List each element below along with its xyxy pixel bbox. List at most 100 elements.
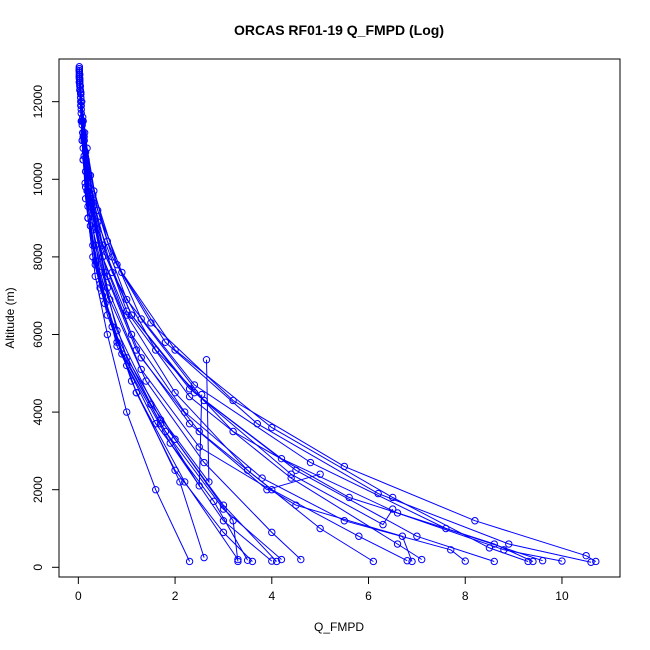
series-line — [78, 68, 495, 562]
series-line — [79, 80, 466, 562]
data-point — [181, 478, 189, 486]
data-point — [202, 356, 211, 364]
data-point — [524, 557, 532, 566]
x-tick-label: 10 — [555, 589, 569, 603]
series-line — [78, 70, 597, 562]
data-point — [529, 557, 537, 566]
data-point — [447, 546, 455, 554]
data-point — [166, 439, 174, 447]
data-point — [195, 443, 203, 451]
data-point — [108, 268, 116, 277]
data-point — [123, 361, 131, 370]
data-point — [490, 540, 498, 548]
data-point — [219, 528, 228, 537]
data-point — [195, 427, 203, 436]
data-point — [171, 435, 179, 443]
data-point — [393, 509, 402, 517]
x-axis-label: Q_FMPD — [314, 620, 364, 634]
data-point — [142, 377, 150, 385]
data-point — [306, 458, 315, 467]
x-tick-label: 0 — [75, 589, 82, 603]
plot-frame — [58, 58, 621, 578]
y-axis: 0 2000 4000 6000 8000 10000 12000 — [31, 85, 59, 571]
data-point — [345, 493, 353, 502]
data-point — [587, 558, 595, 566]
series-line — [79, 74, 529, 562]
data-point — [268, 485, 276, 494]
data-point — [127, 311, 136, 319]
data-point — [113, 260, 121, 269]
data-point — [340, 462, 349, 471]
series-line — [79, 84, 413, 562]
data-point — [374, 489, 382, 498]
y-tick-label: 10000 — [31, 162, 45, 196]
data-point — [98, 253, 107, 261]
data-point — [185, 392, 194, 401]
data-point — [538, 557, 547, 565]
x-tick-label: 8 — [462, 589, 469, 603]
data-point — [268, 528, 276, 537]
data-point — [185, 557, 194, 566]
series-line — [78, 70, 592, 563]
data-point — [181, 408, 189, 416]
data-point — [123, 354, 131, 362]
chart-title: ORCAS RF01-19 Q_FMPD (Log) — [234, 22, 444, 38]
data-point — [156, 420, 165, 428]
data-point — [76, 80, 84, 88]
y-tick-label: 12000 — [31, 85, 45, 119]
series-line — [78, 78, 253, 562]
data-point — [316, 470, 324, 478]
data-point — [592, 557, 600, 566]
data-point — [96, 280, 104, 288]
data-point — [200, 553, 208, 562]
data-point — [316, 524, 324, 533]
series-line — [79, 86, 408, 562]
data-point — [195, 482, 203, 490]
data-point — [393, 540, 402, 548]
data-point — [272, 557, 281, 566]
data-point — [171, 346, 179, 354]
data-point — [418, 555, 426, 564]
data-point — [287, 470, 295, 478]
data-point — [132, 388, 141, 397]
data-point — [229, 427, 237, 436]
data-point — [582, 551, 590, 560]
series-line — [81, 121, 273, 562]
x-axis: 0 2 4 6 8 10 — [75, 577, 569, 603]
data-point — [505, 540, 513, 548]
data-point — [96, 268, 104, 277]
data-point — [297, 555, 305, 564]
data-point — [123, 408, 131, 416]
data-point — [379, 520, 387, 529]
data-point — [86, 202, 95, 211]
data-point — [219, 501, 228, 509]
data-point — [176, 478, 184, 486]
data-point — [471, 517, 479, 525]
data-point — [103, 330, 112, 339]
data-point — [413, 532, 421, 540]
y-axis-label: Altitude (m) — [3, 287, 17, 348]
x-tick-label: 6 — [365, 589, 372, 603]
data-point — [243, 556, 252, 565]
data-point — [127, 330, 136, 339]
data-point — [248, 557, 257, 566]
data-point — [277, 555, 286, 564]
x-tick-label: 4 — [268, 589, 275, 603]
data-point — [229, 517, 237, 525]
series-layer — [75, 63, 600, 566]
series-line — [78, 70, 534, 562]
data-point — [113, 338, 121, 346]
series-line — [78, 74, 422, 560]
data-point — [268, 423, 276, 432]
data-point — [152, 485, 160, 494]
data-point — [268, 557, 276, 565]
data-point — [277, 454, 286, 463]
data-point — [292, 501, 300, 509]
data-point — [137, 365, 145, 374]
data-point — [75, 66, 84, 75]
data-point — [84, 202, 92, 211]
data-point — [258, 474, 266, 482]
data-point — [403, 557, 411, 565]
data-point — [161, 338, 170, 346]
data-point — [200, 458, 208, 467]
